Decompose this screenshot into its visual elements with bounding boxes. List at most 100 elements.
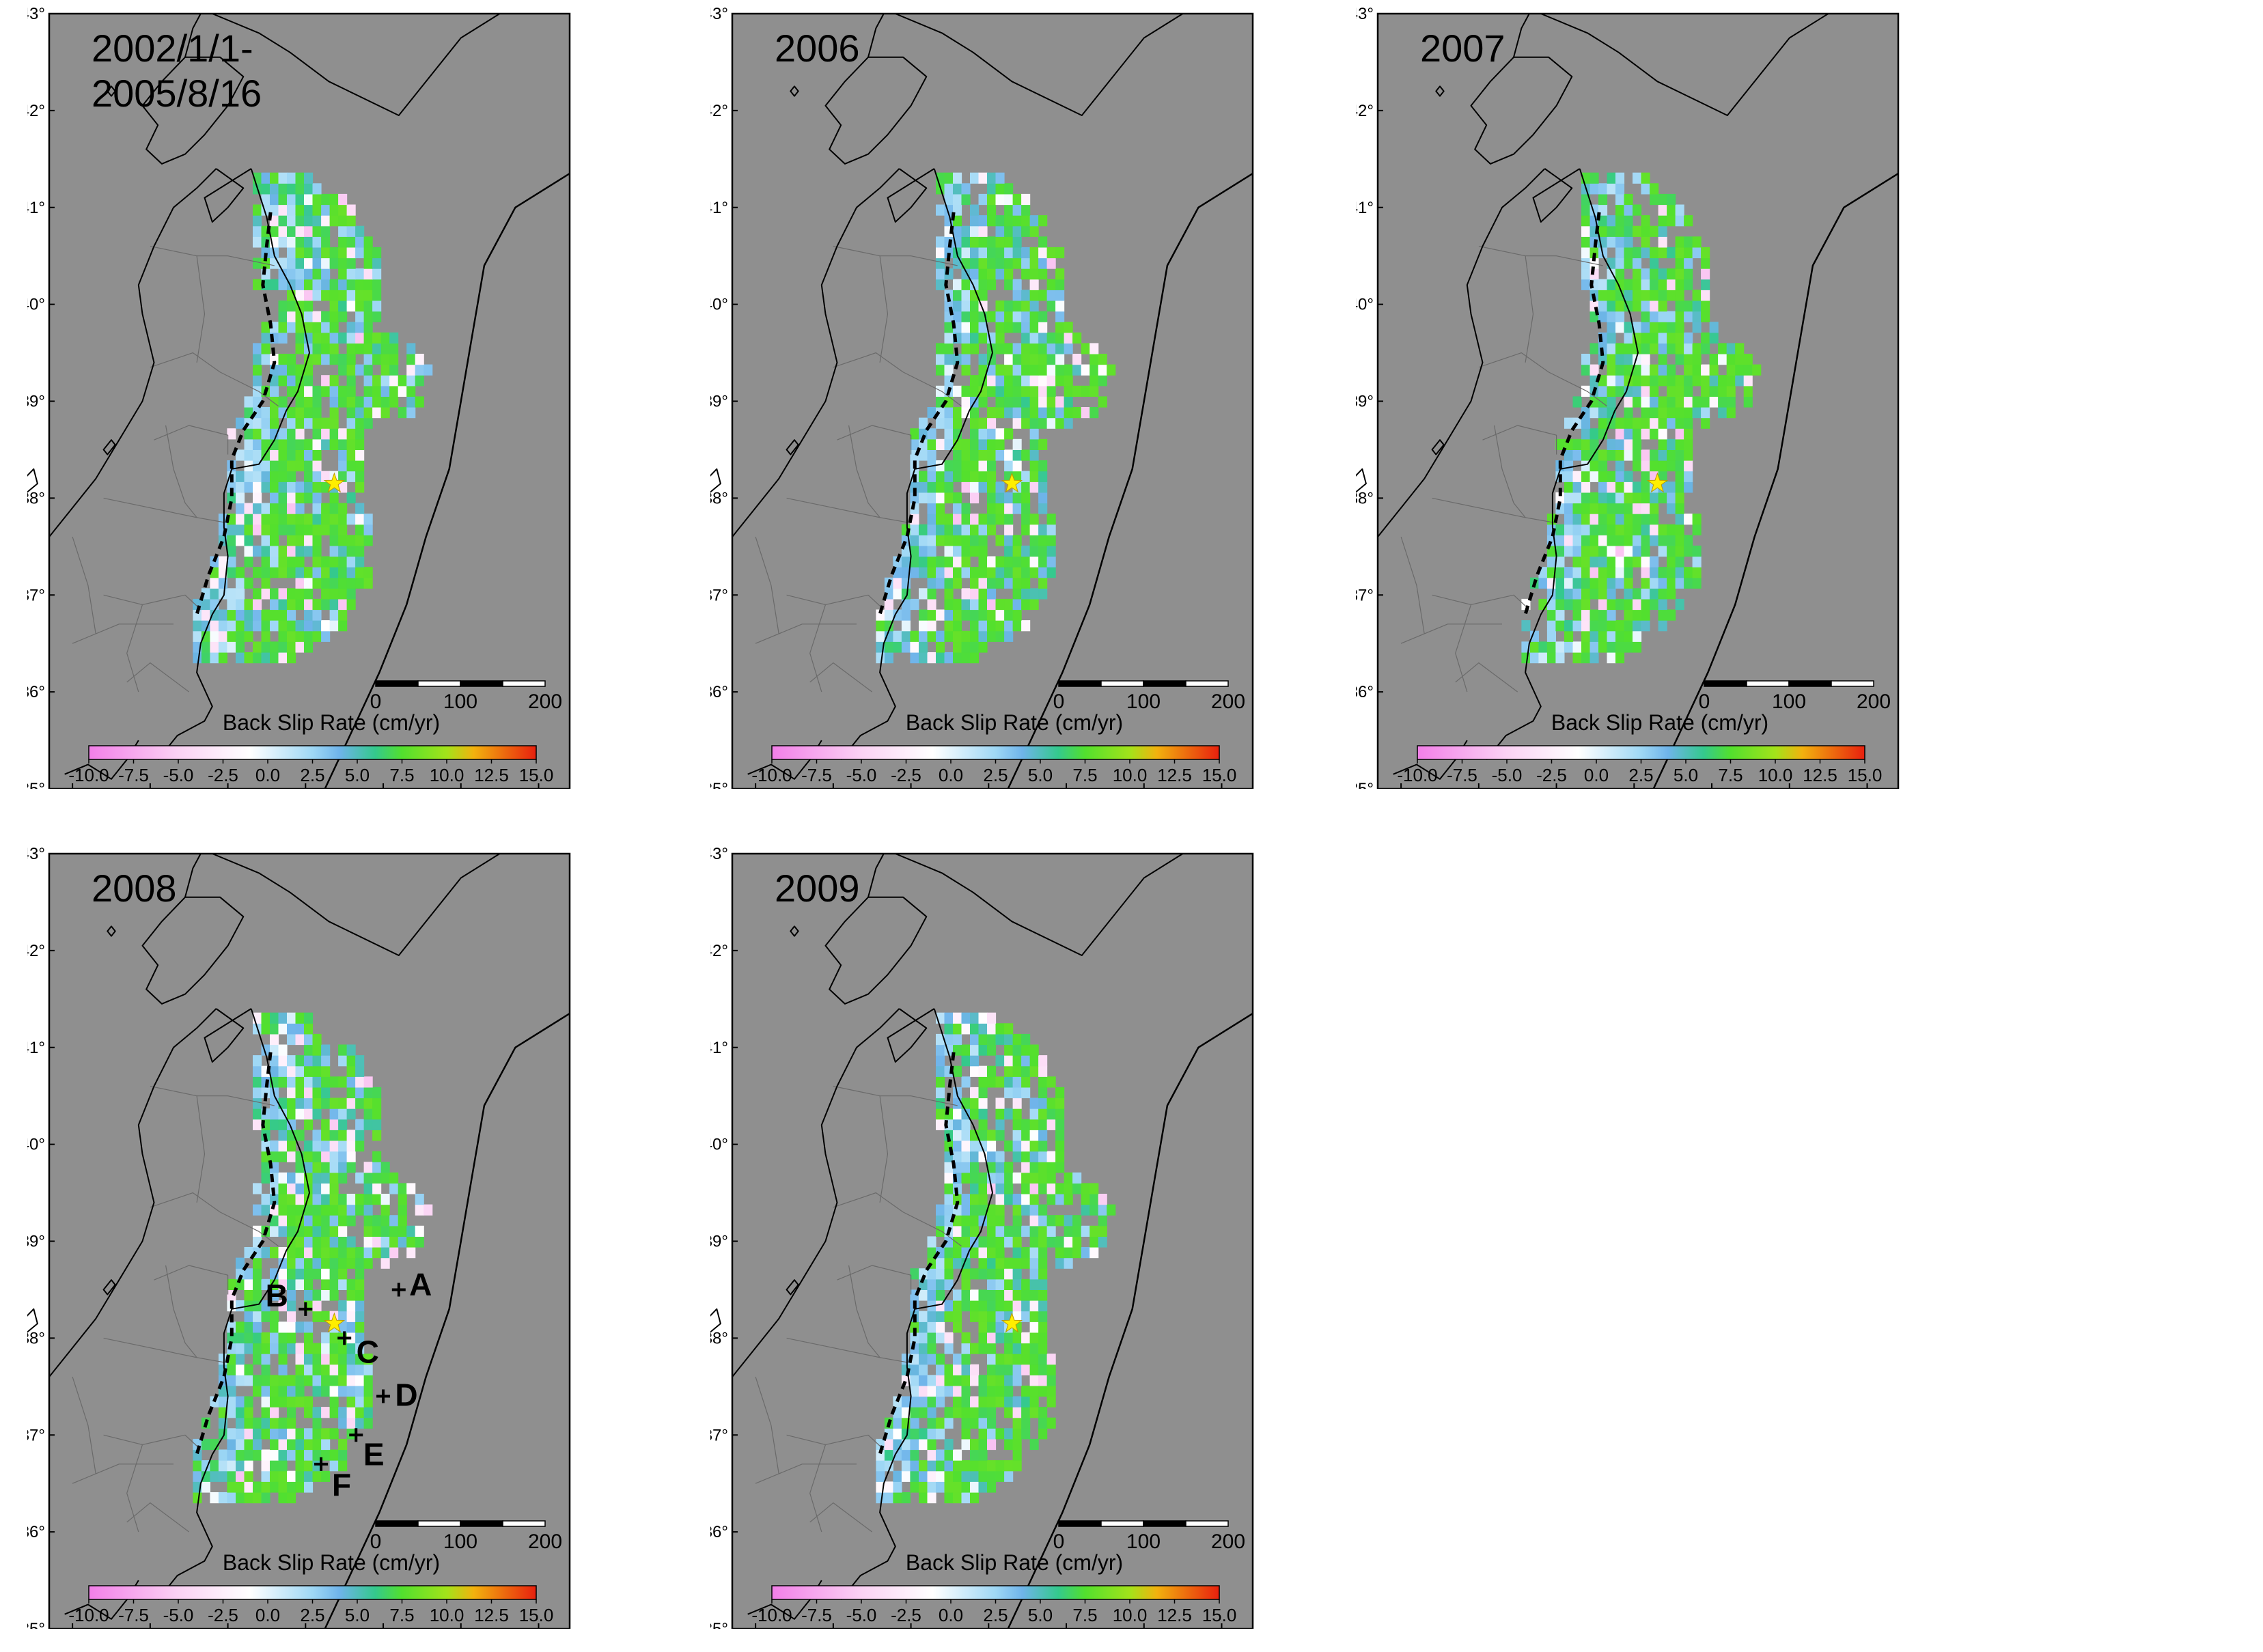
slip-cell	[218, 556, 227, 568]
slip-cell	[304, 1460, 314, 1472]
slip-cell	[321, 1151, 331, 1162]
slip-cell	[1021, 322, 1031, 333]
slip-cell	[304, 375, 314, 387]
colorbar-tick-label: 0.0	[255, 1605, 280, 1625]
slip-cell	[346, 225, 356, 237]
slip-cell	[987, 1438, 997, 1451]
slip-cell	[978, 1460, 988, 1472]
slip-cell	[244, 535, 253, 546]
slip-cell	[321, 1130, 331, 1141]
slip-cell	[961, 1055, 971, 1067]
slip-cell	[1564, 545, 1574, 557]
slip-cell	[338, 1257, 348, 1269]
slip-cell	[1038, 247, 1048, 259]
slip-cell	[363, 343, 373, 354]
slip-cell	[389, 396, 399, 408]
slip-cell	[304, 225, 314, 237]
slip-cell	[380, 354, 390, 365]
slip-cell	[253, 354, 262, 365]
slip-cell	[1701, 375, 1710, 387]
slip-cell	[953, 460, 962, 472]
slip-cell	[338, 524, 348, 535]
slip-cell	[321, 1162, 331, 1173]
slip-cell	[287, 460, 296, 472]
slip-cell	[321, 225, 331, 237]
slip-cell	[1658, 407, 1667, 419]
slip-cell	[936, 1311, 945, 1322]
slip-cell	[1021, 1300, 1031, 1312]
slip-cell	[244, 620, 253, 632]
slip-cell	[1667, 193, 1676, 206]
island-outline	[1435, 85, 1445, 97]
slip-cell	[1650, 396, 1659, 408]
slip-cell	[995, 428, 1005, 440]
slip-cell	[1021, 449, 1031, 461]
slip-cell	[236, 1481, 245, 1493]
slip-cell	[1658, 535, 1667, 546]
coastline	[212, 853, 501, 956]
slip-cell	[253, 1354, 262, 1365]
slip-cell	[1012, 1108, 1022, 1120]
slip-cell	[1029, 290, 1039, 301]
slip-cell	[253, 598, 262, 611]
map-background	[732, 14, 1253, 789]
slip-cell	[363, 332, 373, 344]
colorbar	[88, 1585, 537, 1600]
slip-cell	[1624, 524, 1633, 535]
slip-cell	[961, 1140, 971, 1152]
slip-cell	[372, 279, 382, 290]
slip-cell	[953, 172, 962, 184]
slip-cell	[919, 1332, 928, 1344]
slip-cell	[236, 1407, 245, 1418]
slip-cell	[355, 503, 365, 514]
slip-cell	[1624, 322, 1633, 333]
slip-cell	[953, 1364, 962, 1375]
slip-cell	[304, 322, 314, 333]
slip-cell	[919, 1481, 928, 1493]
slip-cell	[1624, 630, 1633, 642]
slip-cell	[363, 1257, 373, 1269]
slip-cell	[944, 407, 954, 419]
slip-cell	[304, 514, 314, 525]
slip-cell	[1029, 1055, 1039, 1067]
slip-cell	[1598, 577, 1608, 589]
slip-cell	[287, 1247, 296, 1259]
slip-cell	[295, 1076, 305, 1088]
slip-cell	[338, 1278, 348, 1290]
slip-cell	[261, 535, 270, 546]
slip-cell	[961, 1151, 971, 1162]
slip-cell	[1684, 247, 1693, 259]
slip-cell	[1021, 1055, 1031, 1067]
slip-cell	[987, 1140, 997, 1152]
slip-cell	[1598, 225, 1608, 237]
slip-cell	[978, 225, 988, 237]
lat-tick-label: 43°	[710, 7, 728, 23]
slip-cell	[910, 1481, 919, 1493]
slip-cell	[944, 1194, 954, 1205]
slip-cell	[1658, 524, 1667, 535]
slip-cell	[995, 1076, 1005, 1088]
slip-cell	[970, 567, 980, 578]
slip-cell	[312, 1236, 322, 1248]
slip-cell	[1089, 1247, 1099, 1259]
slip-cell	[1675, 236, 1684, 248]
slip-cell	[1038, 1204, 1048, 1216]
slip-cell	[295, 428, 305, 440]
slip-cell	[944, 1417, 954, 1429]
slip-cell	[304, 1375, 314, 1386]
slip-cell	[270, 503, 279, 514]
slip-cell	[1650, 577, 1659, 589]
slip-cell	[363, 311, 373, 322]
slip-cell	[1589, 535, 1599, 546]
colorbar-tick-label: 0.0	[939, 1605, 963, 1625]
slip-cell	[1564, 481, 1574, 493]
slip-cell	[355, 524, 365, 535]
slip-cell	[372, 1194, 382, 1205]
slip-cell	[1615, 428, 1625, 440]
slip-cell	[1555, 577, 1565, 589]
coastline	[887, 1008, 935, 1063]
slip-cell	[372, 354, 382, 365]
slip-cell	[1029, 1151, 1039, 1162]
slip-cell	[944, 1332, 954, 1344]
slip-cell	[321, 417, 331, 429]
